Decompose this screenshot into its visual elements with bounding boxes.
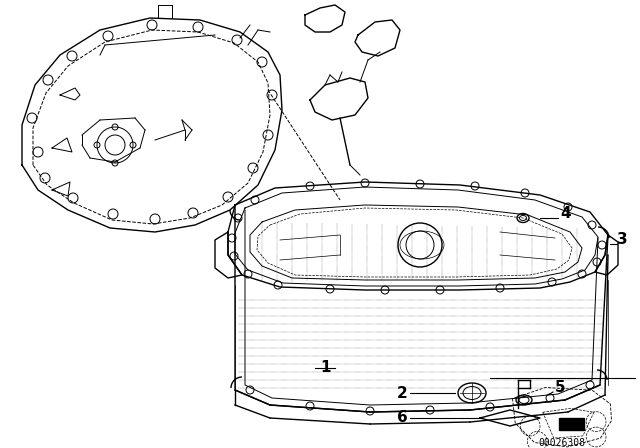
Text: 3: 3 <box>617 233 628 247</box>
Text: 5: 5 <box>555 380 566 396</box>
Text: 2: 2 <box>397 385 408 401</box>
Text: 4: 4 <box>560 207 571 221</box>
FancyBboxPatch shape <box>559 418 584 430</box>
Text: 1: 1 <box>320 361 330 375</box>
Text: 00026308: 00026308 <box>538 438 586 448</box>
Text: 6: 6 <box>397 410 408 426</box>
